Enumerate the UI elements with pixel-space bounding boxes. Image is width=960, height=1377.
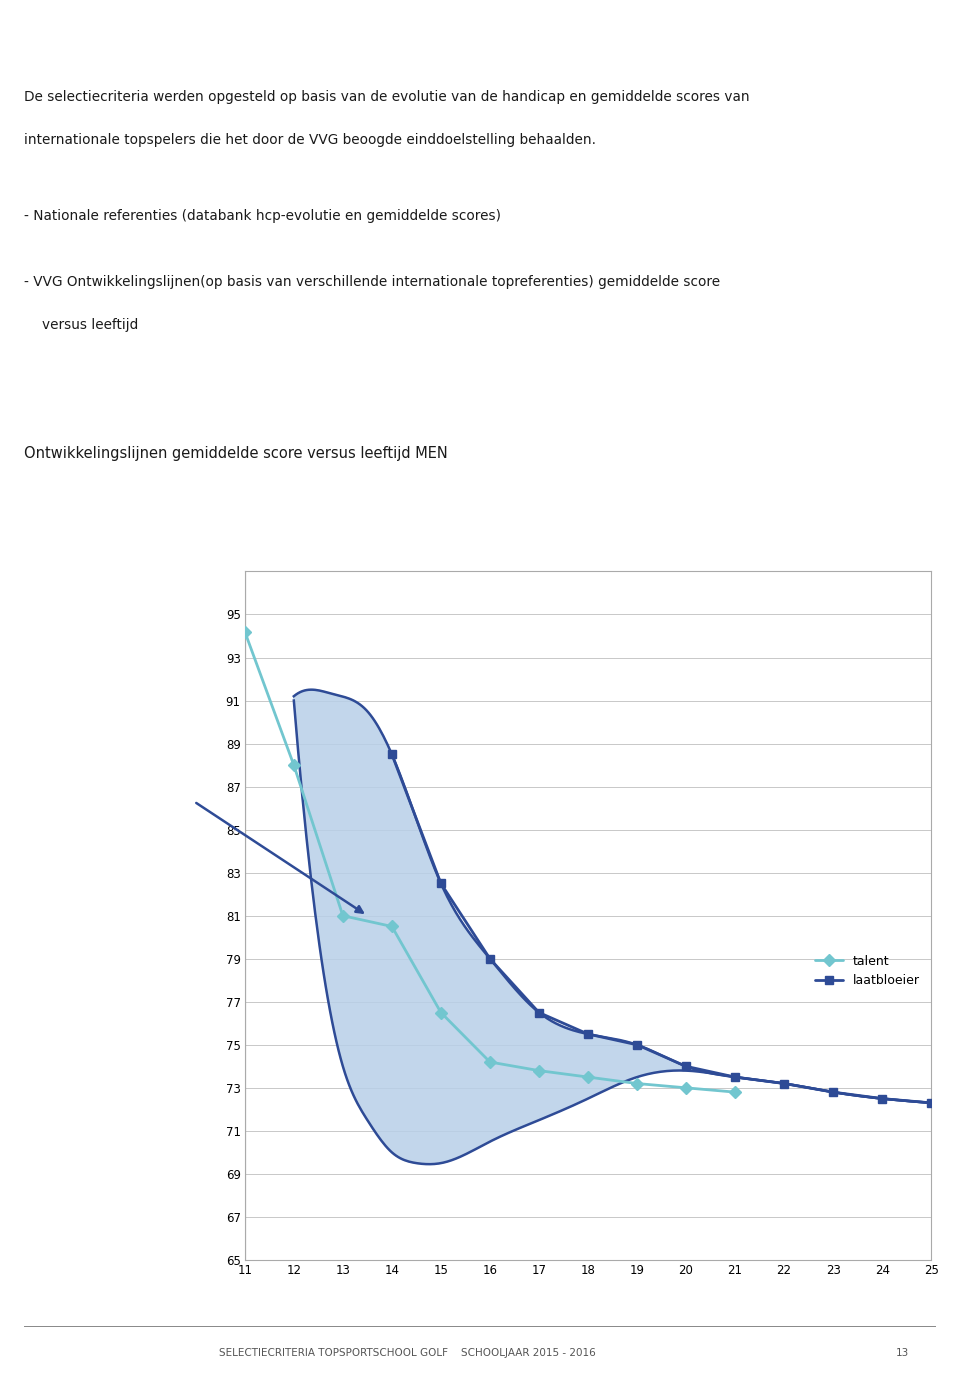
Text: internationale topspelers die het door de VVG beoogde einddoelstelling behaalden: internationale topspelers die het door d…: [24, 132, 596, 147]
Text: - Nationale referenties (databank hcp-evolutie en gemiddelde scores): - Nationale referenties (databank hcp-ev…: [24, 209, 501, 223]
talent: [435, 1004, 446, 1020]
laatbloeier: [386, 746, 397, 763]
laatbloeier: [779, 1075, 790, 1092]
Polygon shape: [294, 690, 931, 1164]
Legend: talent, laatbloeier: talent, laatbloeier: [810, 950, 924, 991]
talent: [239, 624, 251, 640]
Line: talent: talent: [241, 628, 739, 1096]
talent: [681, 1080, 692, 1096]
Text: versus leeftijd: versus leeftijd: [42, 318, 138, 332]
laatbloeier: [828, 1084, 839, 1100]
Text: De selectiecriteria werden opgesteld op basis van de evolutie van de handicap en: De selectiecriteria werden opgesteld op …: [24, 90, 750, 105]
laatbloeier: [533, 1004, 544, 1020]
laatbloeier: [876, 1091, 888, 1107]
talent: [288, 757, 300, 774]
Line: laatbloeier: laatbloeier: [388, 750, 935, 1107]
talent: [730, 1084, 741, 1100]
talent: [582, 1069, 593, 1085]
Text: Ontwikkelings-
zone: Ontwikkelings- zone: [32, 782, 183, 822]
Text: SELECTIECRITERIA TOPSPORTSCHOOL GOLF    SCHOOLJAAR 2015 - 2016: SELECTIECRITERIA TOPSPORTSCHOOL GOLF SCH…: [219, 1348, 595, 1358]
laatbloeier: [925, 1095, 937, 1111]
talent: [533, 1063, 544, 1080]
Text: Ontwikkelingslijnen gemiddelde score versus leeftijd MEN: Ontwikkelingslijnen gemiddelde score ver…: [24, 446, 447, 461]
talent: [337, 907, 348, 924]
laatbloeier: [681, 1058, 692, 1074]
Text: 13: 13: [896, 1348, 908, 1358]
talent: [632, 1075, 643, 1092]
laatbloeier: [435, 876, 446, 892]
Text: VALIDITEIT SELECTIECRITERIA: VALIDITEIT SELECTIECRITERIA: [24, 23, 350, 41]
laatbloeier: [582, 1026, 593, 1042]
Text: - VVG Ontwikkelingslijnen(op basis van verschillende internationale topreferenti: - VVG Ontwikkelingslijnen(op basis van v…: [24, 275, 720, 289]
talent: [386, 918, 397, 935]
laatbloeier: [484, 950, 495, 967]
laatbloeier: [730, 1069, 741, 1085]
talent: [484, 1053, 495, 1070]
laatbloeier: [632, 1037, 643, 1053]
